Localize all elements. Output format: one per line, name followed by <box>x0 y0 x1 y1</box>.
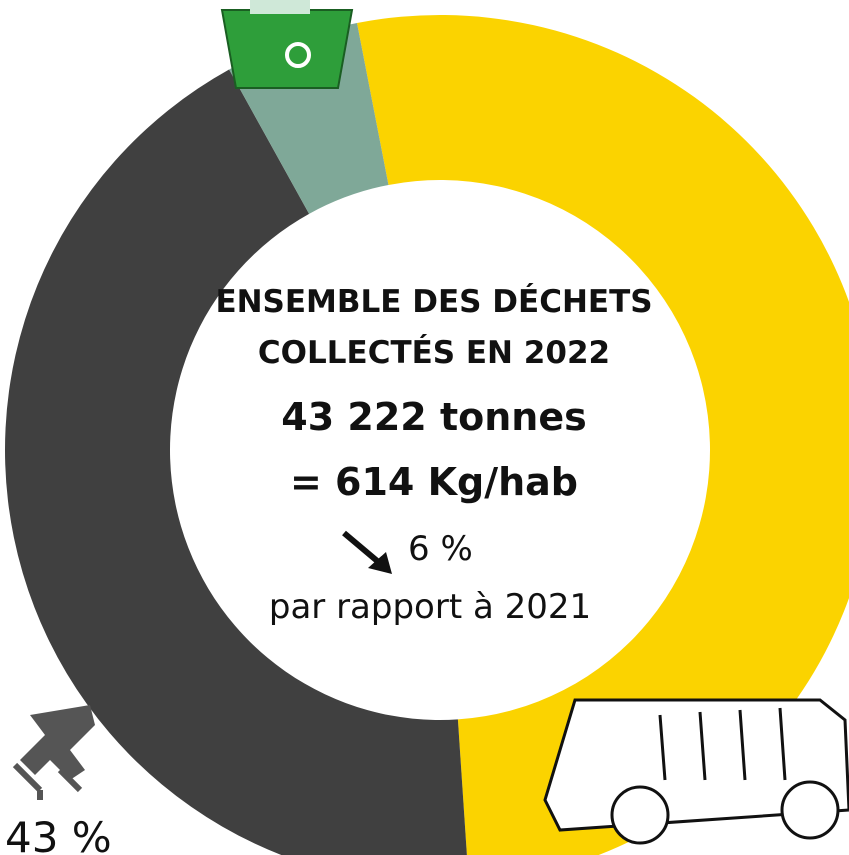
title-line: COLLECTÉS EN 2022 <box>258 335 610 371</box>
change-note: par rapport à 2021 <box>269 587 591 627</box>
down-arrow <box>342 530 392 574</box>
value-label: 43 % <box>5 813 112 855</box>
change: 6 % <box>408 529 473 569</box>
recycle-bin-icon <box>220 0 354 89</box>
title-line: ENSEMBLE DES DÉCHETS <box>215 284 652 320</box>
total: 43 222 tonnes <box>281 395 586 439</box>
per-capita: = 614 Kg/hab <box>290 460 578 504</box>
donut-segment <box>356 15 849 855</box>
donut-segment <box>5 69 467 855</box>
truck-icon <box>543 698 849 845</box>
hand-icon <box>12 705 95 800</box>
